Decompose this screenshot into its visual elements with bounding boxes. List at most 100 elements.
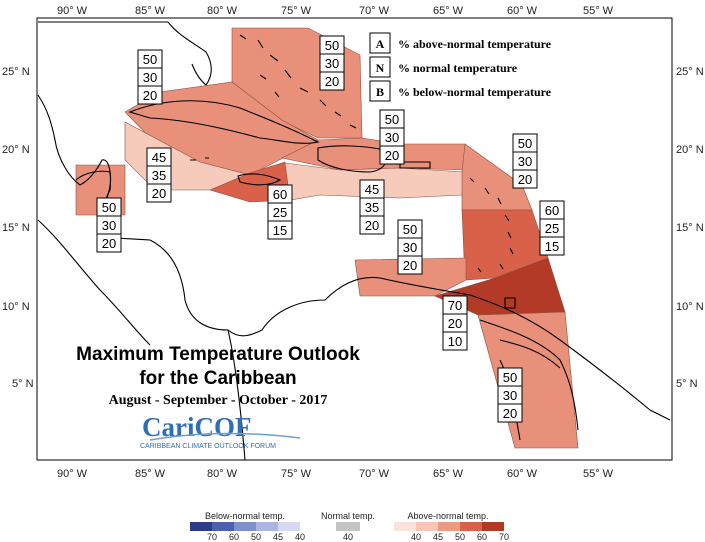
lon-tick-top: 55° W <box>583 5 614 17</box>
prob-cell-below <box>539 236 565 256</box>
colorbar-swatch <box>394 522 416 531</box>
prob-value-above: 50 <box>143 52 157 67</box>
lat-tick-right: 25° N <box>676 66 704 78</box>
prob-value-normal: 30 <box>385 130 399 145</box>
prob-value-normal: 30 <box>518 154 532 169</box>
colorbar-tick: 45 <box>273 532 283 542</box>
prob-cell-below <box>442 331 468 351</box>
lon-tick-top: 80° W <box>207 5 238 17</box>
lat-tick-right: 10° N <box>676 301 704 313</box>
lon-tick-bottom: 75° W <box>281 468 312 480</box>
lat-tick-left: 25° N <box>2 66 30 78</box>
logo-swoosh-icon <box>149 432 301 441</box>
colorbar-normal-swatches: 40 <box>336 522 360 542</box>
region-abc-islands[interactable] <box>354 257 467 297</box>
lat-tick-left: 10° N <box>2 301 30 313</box>
probability-box-jamaica: 60 25 15 <box>267 184 293 240</box>
key-legend: A % above-normal temperature N % normal … <box>369 32 552 102</box>
probability-box-leeward-islands: 50 30 20 <box>512 133 538 189</box>
prob-value-above: 45 <box>152 150 166 165</box>
prob-cell-below <box>146 183 172 203</box>
prob-value-above: 50 <box>518 136 532 151</box>
colorbar-swatch <box>482 522 504 531</box>
pacific-coast <box>37 219 151 346</box>
prob-cell-below <box>267 220 293 240</box>
prob-cell-below <box>512 169 538 189</box>
colorbar-swatch <box>438 522 460 531</box>
lat-tick-right: 5° N <box>676 378 698 390</box>
prob-value-below: 20 <box>503 406 517 421</box>
lesser-antilles <box>469 177 514 273</box>
prob-cell-below <box>359 215 385 235</box>
prob-value-above: 70 <box>448 298 462 313</box>
key-letter-a: A <box>376 37 385 51</box>
colorbar-normal-label: Normal temp. <box>321 511 375 521</box>
cuba-outline <box>128 100 320 144</box>
colorbar-tick: 60 <box>477 532 487 542</box>
lon-tick-top: 85° W <box>135 5 166 17</box>
prob-value-below: 15 <box>273 223 287 238</box>
prob-value-below: 20 <box>152 186 166 201</box>
lon-tick-top: 70° W <box>359 5 390 17</box>
prob-cell-below <box>137 85 163 105</box>
lon-tick-bottom: 80° W <box>207 468 238 480</box>
lat-tick-left: 15° N <box>2 222 30 234</box>
cayman-islands <box>190 157 209 161</box>
colorbar-swatch <box>460 522 482 531</box>
probability-boxes: 50 30 20 50 30 20 50 30 20 45 35 20 60 25 15 50 30 20 45 35… <box>96 35 565 423</box>
lat-tick-right: 15° N <box>676 222 704 234</box>
probability-box-bahamas: 50 30 20 <box>319 35 345 91</box>
colorbar-swatch <box>212 522 234 531</box>
probability-box-cayman: 45 35 20 <box>146 147 172 203</box>
lon-tick-top: 75° W <box>281 5 312 17</box>
lon-tick-top: 65° W <box>433 5 464 17</box>
lon-tick-top: 90° W <box>57 5 88 17</box>
colorbar-swatch <box>336 522 360 531</box>
prob-value-below: 20 <box>102 236 116 251</box>
prob-value-above: 50 <box>403 222 417 237</box>
prob-value-below: 20 <box>518 172 532 187</box>
map-title-line1: Maximum Temperature Outlook <box>76 344 360 365</box>
probability-box-guianas: 50 30 20 <box>497 367 523 423</box>
probability-box-cuba: 50 30 20 <box>137 49 163 105</box>
puerto-rico-outline <box>399 161 431 169</box>
prob-value-normal: 20 <box>448 316 462 331</box>
lon-tick-bottom: 55° W <box>583 468 614 480</box>
key-box-a <box>369 32 391 54</box>
lat-ticks: 25° N 20° N 15° N 10° N 5° N 25° N 20° N… <box>2 66 704 390</box>
prob-value-normal: 30 <box>325 56 339 71</box>
colorbar-swatch <box>416 522 438 531</box>
lon-tick-bottom: 90° W <box>57 468 88 480</box>
prob-value-above: 50 <box>385 112 399 127</box>
prob-value-normal: 30 <box>503 388 517 403</box>
colorbar-above-swatches: 40 45 50 60 70 <box>394 522 509 542</box>
prob-value-normal: 30 <box>102 218 116 233</box>
prob-value-normal: 30 <box>403 240 417 255</box>
colorbar-swatch <box>256 522 278 531</box>
key-box-b <box>369 80 391 102</box>
prob-value-below: 15 <box>545 239 559 254</box>
lon-tick-bottom: 65° W <box>433 468 464 480</box>
central-america-coast <box>99 229 671 421</box>
colorbar-tick: 50 <box>251 532 261 542</box>
jamaica-outline <box>237 173 282 186</box>
key-text-a: % above-normal temperature <box>398 37 552 51</box>
prob-cell-below <box>497 403 523 423</box>
colorbar-below-swatches: 70 60 50 45 40 <box>190 522 305 542</box>
prob-value-below: 20 <box>403 258 417 273</box>
prob-value-normal: 35 <box>152 168 166 183</box>
colorbar-tick: 40 <box>295 532 305 542</box>
key-letter-b: B <box>376 85 384 99</box>
probability-box-hispaniola-north: 50 30 20 <box>379 109 405 165</box>
colorbar-tick: 60 <box>229 532 239 542</box>
probability-box-trinidad: 70 20 10 <box>442 295 468 351</box>
colorbar-tick: 40 <box>343 532 353 542</box>
lon-tick-top: 60° W <box>507 5 538 17</box>
coastlines <box>37 21 671 461</box>
key-text-n: % normal temperature <box>398 61 518 75</box>
lat-tick-left: 20° N <box>2 144 30 156</box>
prob-cell-below <box>319 71 345 91</box>
prob-value-above: 60 <box>273 187 287 202</box>
colorbar-tick: 40 <box>411 532 421 542</box>
